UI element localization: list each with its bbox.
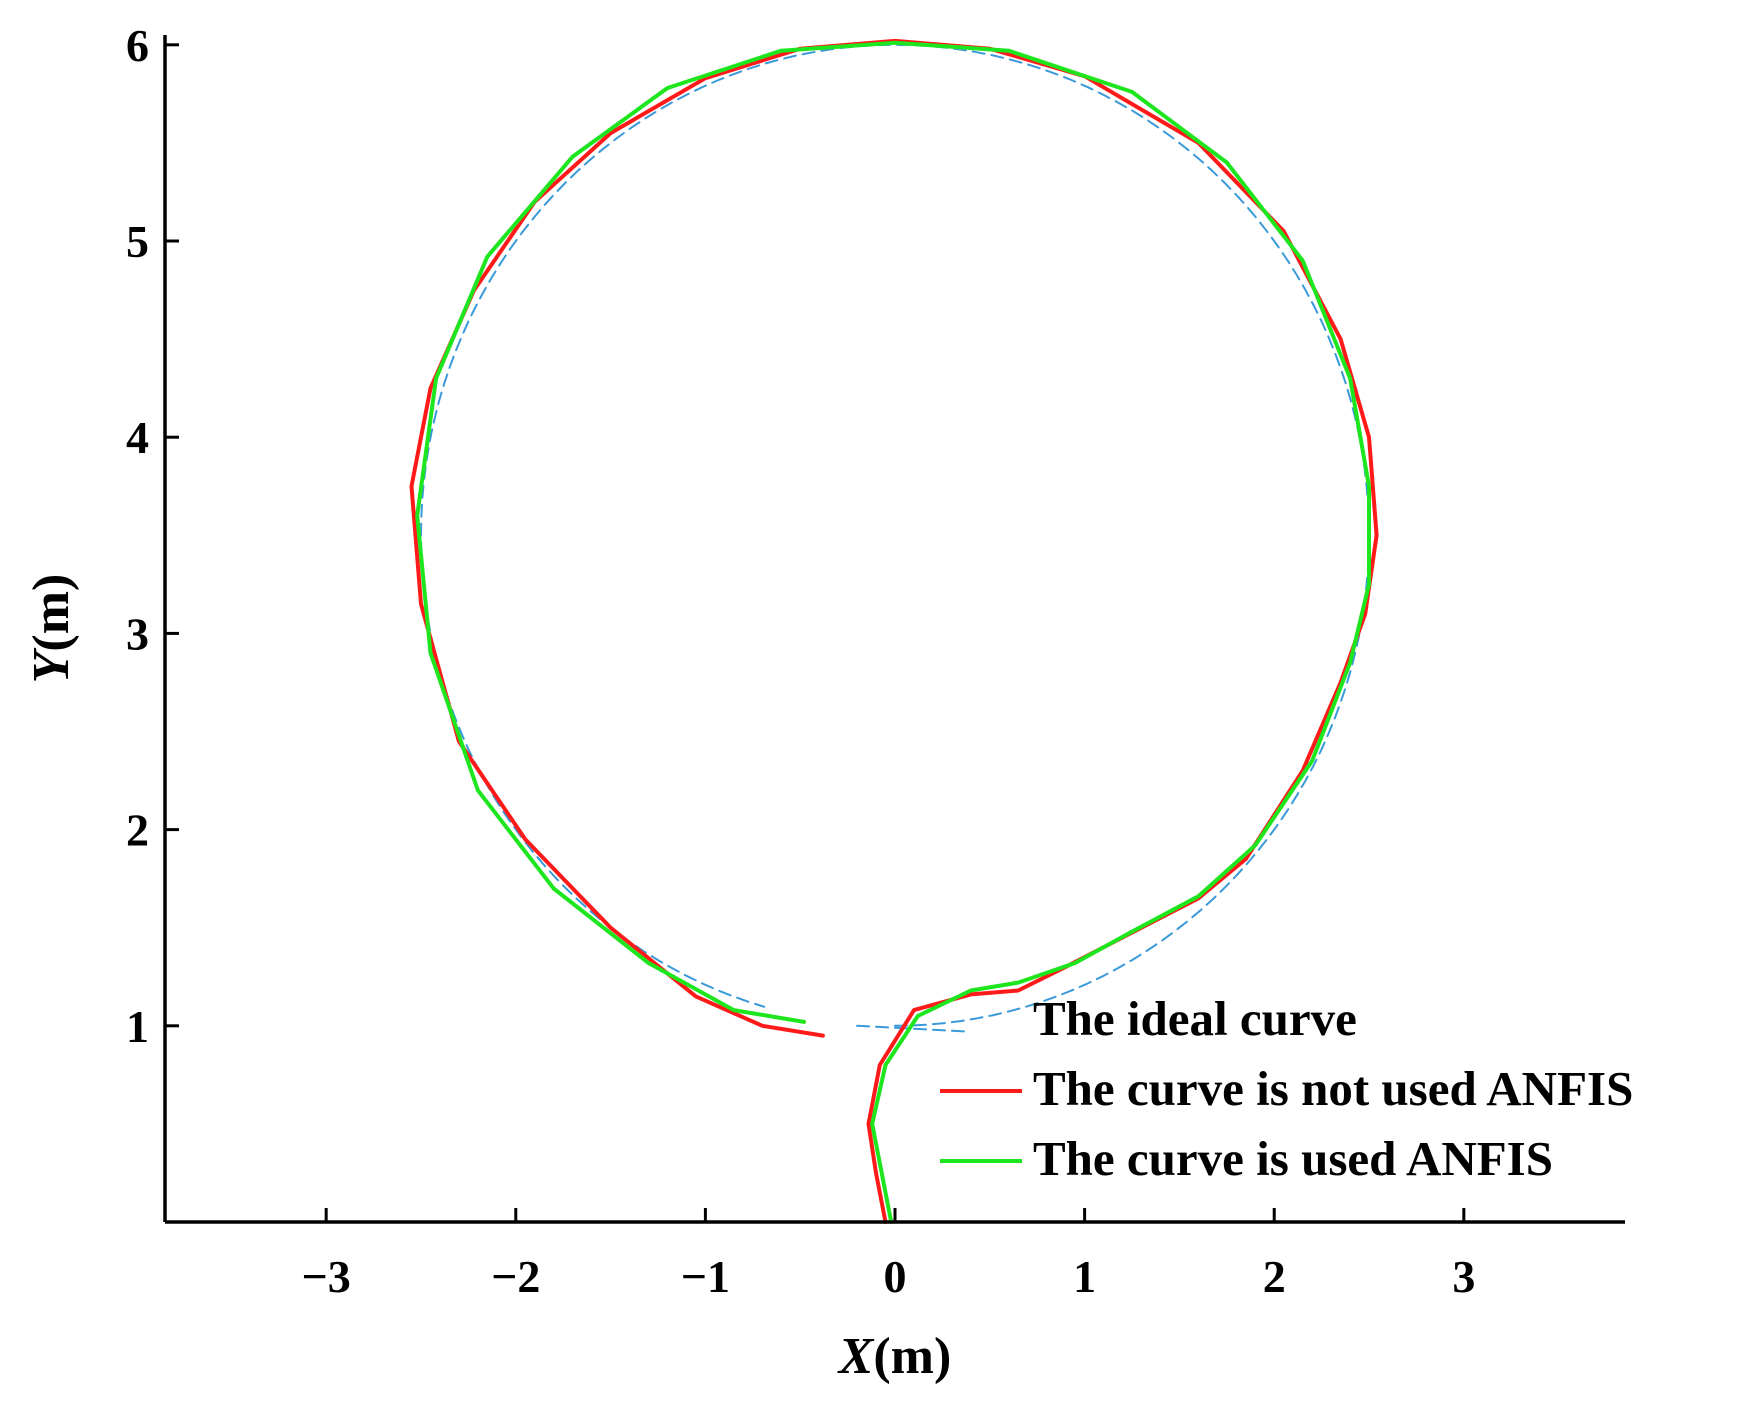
- y-tick-label: 5: [126, 216, 149, 267]
- legend-label-anfis: The curve is used ANFIS: [1033, 1131, 1553, 1186]
- x-tick-label: 1: [1073, 1251, 1096, 1302]
- legend-entry-ideal: The ideal curve: [1033, 991, 1357, 1046]
- axes: −3 −2 −1 0 1 2 3 1 2 3 4 5 6: [126, 20, 1625, 1302]
- x-axis-unit: (m): [873, 1328, 951, 1385]
- y-axis-label: Y(m): [23, 574, 80, 684]
- series-anfis-curve: [415, 40, 1371, 1224]
- legend-entry-anfis: The curve is used ANFIS: [940, 1131, 1553, 1186]
- y-tick-label: 1: [126, 1001, 149, 1052]
- legend-entry-not-anfis: The curve is not used ANFIS: [940, 1061, 1633, 1116]
- y-tick-label: 4: [126, 412, 149, 463]
- legend-label-not-anfis: The curve is not used ANFIS: [1033, 1061, 1633, 1116]
- x-tick-label: 3: [1452, 1251, 1475, 1302]
- x-tick-label: −3: [302, 1251, 351, 1302]
- x-tick-label: −1: [681, 1251, 730, 1302]
- legend-label-ideal: The ideal curve: [1033, 991, 1357, 1046]
- x-tick-label: 2: [1263, 1251, 1286, 1302]
- x-axis-variable: X: [837, 1328, 875, 1385]
- series-layer: [409, 38, 1379, 1224]
- y-tick-label: 3: [126, 608, 149, 659]
- series-ideal-curve: [420, 43, 1370, 1033]
- y-axis-variable: Y: [23, 647, 80, 683]
- legend: The ideal curve The curve is not used AN…: [940, 991, 1633, 1186]
- x-tick-label: 0: [884, 1251, 907, 1302]
- x-tick-label: −2: [491, 1251, 540, 1302]
- y-axis-unit: (m): [23, 574, 80, 652]
- x-ticks: −3 −2 −1 0 1 2 3: [302, 1208, 1475, 1302]
- y-tick-label: 2: [126, 805, 149, 856]
- x-axis-label: X(m): [837, 1328, 952, 1385]
- y-ticks: 1 2 3 4 5 6: [126, 20, 179, 1052]
- y-tick-label: 6: [126, 20, 149, 71]
